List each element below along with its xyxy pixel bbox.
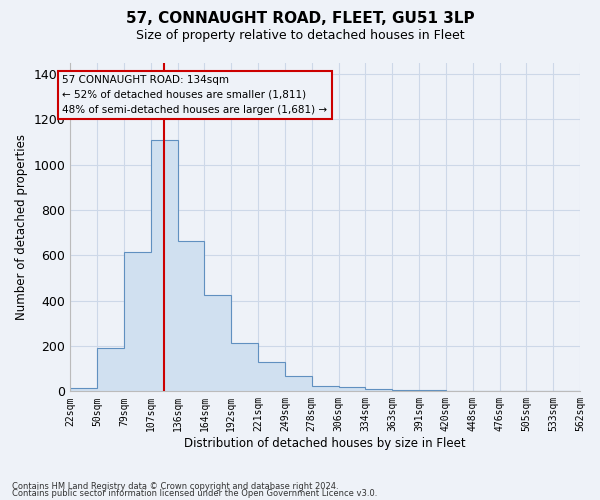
Text: Contains HM Land Registry data © Crown copyright and database right 2024.: Contains HM Land Registry data © Crown c… (12, 482, 338, 491)
Y-axis label: Number of detached properties: Number of detached properties (15, 134, 28, 320)
Text: Contains public sector information licensed under the Open Government Licence v3: Contains public sector information licen… (12, 488, 377, 498)
Text: 57, CONNAUGHT ROAD, FLEET, GU51 3LP: 57, CONNAUGHT ROAD, FLEET, GU51 3LP (125, 11, 475, 26)
X-axis label: Distribution of detached houses by size in Fleet: Distribution of detached houses by size … (184, 437, 466, 450)
Text: 57 CONNAUGHT ROAD: 134sqm
← 52% of detached houses are smaller (1,811)
48% of se: 57 CONNAUGHT ROAD: 134sqm ← 52% of detac… (62, 75, 328, 114)
Text: Size of property relative to detached houses in Fleet: Size of property relative to detached ho… (136, 29, 464, 42)
